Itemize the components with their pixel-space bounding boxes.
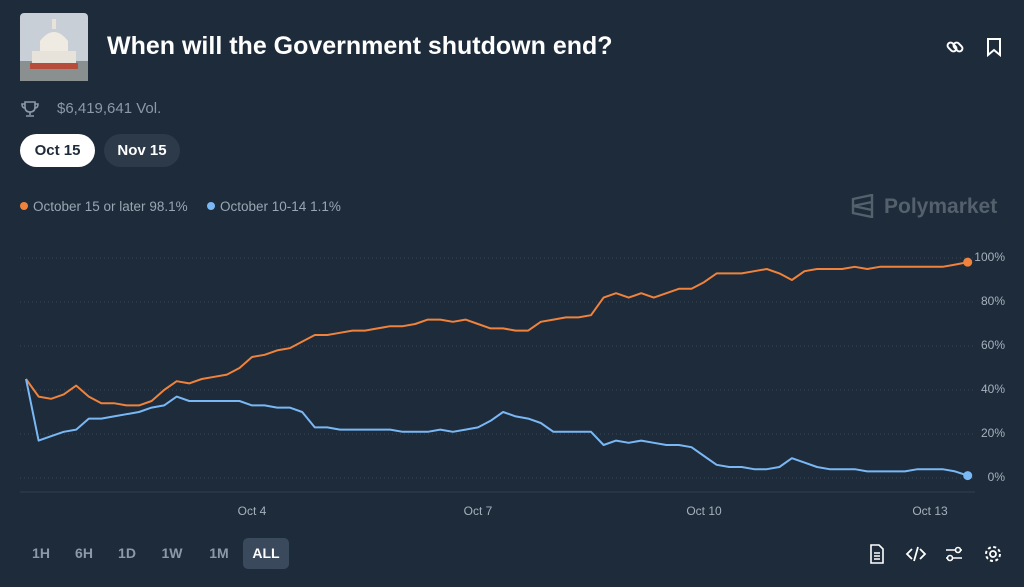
legend-dot bbox=[20, 202, 28, 210]
x-tick-label: Oct 7 bbox=[464, 504, 493, 518]
y-tick-label: 100% bbox=[974, 250, 1005, 264]
y-tick-label: 40% bbox=[981, 382, 1005, 396]
tab[interactable]: Nov 15 bbox=[104, 134, 180, 167]
x-tick-label: Oct 4 bbox=[238, 504, 267, 518]
range-button[interactable]: ALL bbox=[243, 538, 289, 569]
y-tick-label: 20% bbox=[981, 426, 1005, 440]
link-icon[interactable] bbox=[945, 37, 965, 57]
brand: Polymarket bbox=[884, 195, 998, 218]
y-tick-label: 80% bbox=[981, 294, 1005, 308]
legend-value: 98.1% bbox=[149, 199, 188, 214]
range-button[interactable]: 6H bbox=[75, 545, 93, 561]
end-dot bbox=[963, 471, 973, 481]
bookmark-icon[interactable] bbox=[984, 37, 1004, 57]
legend-item: October 10-14 1.1% bbox=[207, 199, 341, 214]
volume: $6,419,641 Vol. bbox=[57, 100, 162, 117]
market-title: When will the Government shutdown end? bbox=[107, 32, 613, 60]
end-dot bbox=[963, 257, 973, 267]
x-tick-label: Oct 13 bbox=[912, 504, 948, 518]
tab[interactable]: Oct 15 bbox=[20, 134, 95, 167]
brand-logo bbox=[851, 194, 874, 218]
y-tick-label: 60% bbox=[981, 338, 1005, 352]
range-button[interactable]: 1W bbox=[161, 545, 183, 561]
toolbar-icons[interactable] bbox=[868, 544, 1008, 564]
series-line bbox=[25, 378, 969, 477]
legend-item: October 15 or later 98.1% bbox=[20, 199, 188, 214]
legend-value: 1.1% bbox=[310, 199, 341, 214]
range-button[interactable]: 1M bbox=[209, 545, 229, 561]
x-tick-label: Oct 10 bbox=[686, 504, 722, 518]
range-button[interactable]: 1H bbox=[32, 545, 50, 561]
range-button[interactable]: 1D bbox=[118, 545, 136, 561]
trophy-icon bbox=[21, 101, 39, 117]
legend-name: October 15 or later bbox=[33, 199, 146, 214]
legend-dot bbox=[207, 202, 215, 210]
legend-name: October 10-14 bbox=[220, 199, 307, 214]
series-line bbox=[25, 261, 968, 407]
y-tick-label: 0% bbox=[988, 470, 1006, 484]
market-image bbox=[20, 13, 88, 81]
